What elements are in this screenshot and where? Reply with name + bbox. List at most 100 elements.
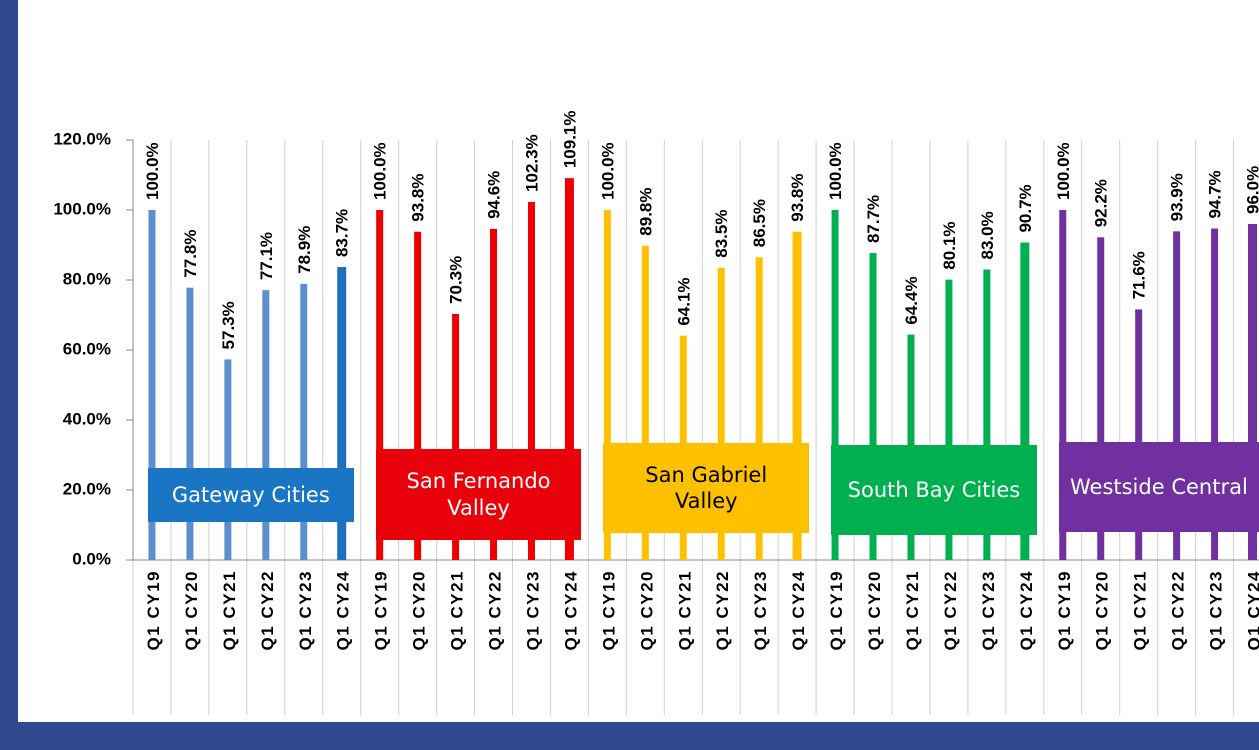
x-tick-label: Q1 CY24	[561, 570, 580, 650]
value-label: 93.8%	[409, 173, 428, 221]
y-tick-label: 20.0%	[63, 479, 111, 498]
x-tick-label: Q1 CY24	[789, 570, 808, 650]
bar	[337, 267, 347, 560]
x-tick-label: Q1 CY24	[1017, 570, 1036, 650]
bar	[564, 178, 574, 560]
bar	[869, 253, 877, 561]
bar	[1135, 309, 1143, 560]
value-label: 70.3%	[447, 256, 466, 304]
y-tick-label: 60.0%	[63, 339, 111, 358]
frame-strip	[0, 722, 1259, 750]
value-label: 96.0%	[1244, 166, 1259, 214]
value-label: 93.8%	[788, 173, 807, 221]
y-tick-label: 80.0%	[63, 269, 111, 288]
group-label: San Gabriel Valley	[603, 443, 810, 533]
y-tick-label: 120.0%	[53, 129, 111, 148]
value-label: 102.3%	[522, 134, 541, 192]
x-tick-label: Q1 CY23	[296, 570, 315, 650]
bar	[1211, 228, 1219, 561]
x-tick-label: Q1 CY23	[979, 570, 998, 650]
value-label: 100.0%	[1054, 142, 1073, 200]
x-tick-label: Q1 CY21	[903, 570, 922, 650]
bar	[755, 257, 763, 560]
x-tick-label: Q1 CY20	[182, 570, 201, 650]
x-tick-label: Q1 CY20	[410, 570, 429, 650]
x-tick-label: Q1 CY23	[1207, 570, 1226, 650]
value-label: 100.0%	[826, 142, 845, 200]
value-label: 77.8%	[181, 229, 200, 277]
x-tick-label: Q1 CY21	[1131, 570, 1150, 650]
x-tick-label: Q1 CY19	[599, 570, 618, 650]
x-tick-label: Q1 CY22	[486, 570, 505, 650]
group-label: Gateway Cities	[148, 468, 354, 522]
value-label: 71.6%	[1130, 251, 1149, 299]
bar	[792, 231, 802, 560]
bar	[831, 210, 839, 560]
x-tick-label: Q1 CY19	[144, 570, 163, 650]
chart: 0.0% 20.0% 40.0% 60.0% 80.0% 100.0% 120.0% 100.…	[53, 110, 1259, 715]
x-tick-label: Q1 CY20	[1093, 570, 1112, 650]
x-tick-label: Q1 CY22	[941, 570, 960, 650]
bar	[148, 210, 156, 560]
x-tick-label: Q1 CY19	[1055, 570, 1074, 650]
value-label: 86.5%	[750, 199, 769, 247]
value-label: 93.9%	[1168, 173, 1187, 221]
x-tick-label: Q1 CY22	[713, 570, 732, 650]
y-tick-label: 0.0%	[72, 549, 111, 568]
bar	[1097, 237, 1105, 561]
bar	[376, 210, 384, 560]
x-tick-label: Q1 CY19	[372, 570, 391, 650]
group-label: San Fernando Valley	[375, 449, 582, 540]
value-label: 80.1%	[940, 221, 959, 269]
bar	[641, 245, 649, 560]
bar	[262, 290, 270, 560]
bar	[414, 231, 422, 560]
bar	[452, 313, 460, 560]
value-label: 64.4%	[902, 276, 921, 324]
x-tick-label: Q1 CY22	[1169, 570, 1188, 650]
x-tick-label: Q1 CY20	[637, 570, 656, 650]
bar	[490, 228, 498, 560]
value-label: 92.2%	[1092, 179, 1111, 227]
value-label: 83.7%	[333, 209, 352, 257]
bar	[983, 269, 991, 560]
y-tick-label: 100.0%	[53, 199, 111, 218]
x-tick-label: Q1 CY22	[258, 570, 277, 650]
x-tick-label: Q1 CY24	[334, 570, 353, 650]
x-tick-label: Q1 CY21	[448, 570, 467, 650]
value-label: 94.7%	[1206, 170, 1225, 218]
value-label: 100.0%	[598, 142, 617, 200]
bar	[527, 201, 535, 560]
bar	[186, 287, 194, 560]
bar	[1020, 242, 1030, 561]
value-label: 100.0%	[371, 142, 390, 200]
x-tick-label: Q1 CY21	[675, 570, 694, 650]
bar	[717, 267, 725, 560]
bar	[1173, 231, 1181, 560]
value-label: 83.5%	[712, 210, 731, 258]
frame-strip	[0, 0, 18, 750]
bar	[224, 359, 232, 560]
value-label: 64.1%	[674, 277, 693, 325]
x-tick-label: Q1 CY23	[751, 570, 770, 650]
x-tick-label: Q1 CY19	[827, 570, 846, 650]
x-tick-label: Q1 CY23	[523, 570, 542, 650]
value-label: 100.0%	[143, 142, 162, 200]
x-tick-label: Q1 CY21	[220, 570, 239, 650]
bar	[1248, 224, 1258, 560]
value-label: 94.6%	[485, 171, 504, 219]
value-label: 109.1%	[560, 110, 579, 168]
group-label: South Bay Cities	[831, 445, 1037, 535]
value-label: 77.1%	[257, 232, 276, 280]
bar	[945, 279, 953, 560]
value-label: 78.9%	[295, 226, 314, 274]
value-label: 90.7%	[1016, 184, 1035, 232]
x-tick-label: Q1 CY20	[865, 570, 884, 650]
value-label: 57.3%	[219, 301, 238, 349]
bar	[603, 210, 611, 560]
bar	[1059, 210, 1067, 560]
bar	[300, 283, 308, 560]
y-tick-label: 40.0%	[63, 409, 111, 428]
value-label: 83.0%	[978, 211, 997, 259]
value-label: 89.8%	[636, 187, 655, 235]
